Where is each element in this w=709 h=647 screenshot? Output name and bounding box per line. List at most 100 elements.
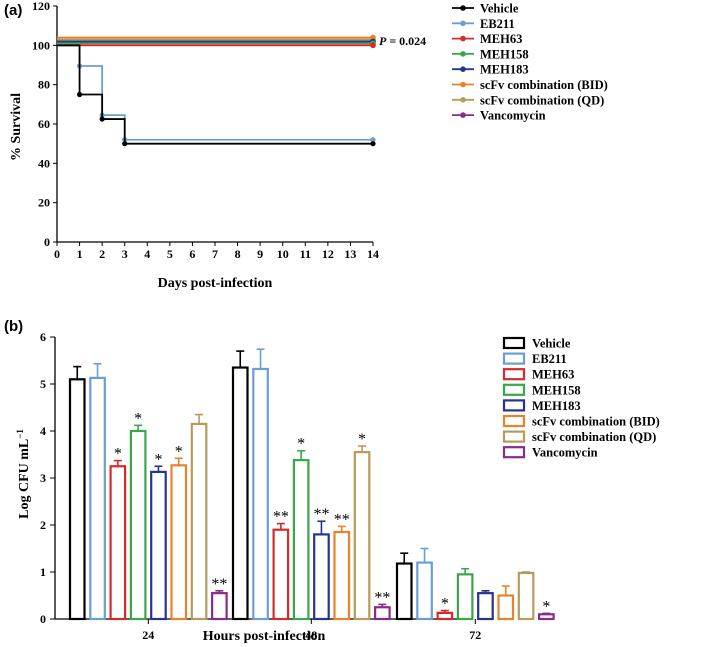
survival-y-ticks: 0 20 40 60 80 100 120 <box>32 0 57 249</box>
cfu-legend-label-eb211: EB211 <box>532 352 567 366</box>
cfu-bar-scfv-combination-bid-72 <box>497 594 515 621</box>
survival-legend-label-vancomycin: Vancomycin <box>480 109 546 123</box>
survival-x-tick-label: 13 <box>344 247 356 261</box>
cfu-y-axis-title: Log CFU mL−1 <box>15 429 32 519</box>
survival-legend-marker-eb211 <box>460 20 466 27</box>
cfu-bars: ****************** <box>68 348 555 621</box>
cfu-legend-swatch-scfv-combination-qd <box>502 430 526 443</box>
survival-legend-marker-meh158 <box>460 51 466 57</box>
survival-legend-marker-meh63 <box>460 35 466 42</box>
cfu-bar-meh158-48 <box>292 459 310 621</box>
cfu-legend-label-scfv-combination-bid: scFv combination (BID) <box>532 415 660 429</box>
survival-x-tick-label: 9 <box>257 247 263 261</box>
survival-line-vehicle <box>57 44 373 145</box>
survival-y-tick-label: 20 <box>38 196 50 210</box>
survival-x-axis-title: Days post-infection <box>158 276 273 291</box>
survival-x-tick-label: 12 <box>322 247 334 261</box>
survival-x-tick-label: 8 <box>235 247 241 261</box>
survival-series <box>57 34 376 147</box>
survival-legend-label-meh183: MEH183 <box>480 63 529 77</box>
cfu-y-tick-label: 1 <box>40 565 46 579</box>
survival-legend-marker-scfv-combination-bid <box>460 81 466 88</box>
cfu-bar-scfv-combination-bid-24 <box>170 464 188 621</box>
cfu-legend-swatch-meh183 <box>502 399 526 412</box>
survival-x-tick-label: 1 <box>77 247 83 261</box>
cfu-bar-vancomycin-72 <box>537 613 555 621</box>
survival-x-ticks: 0 1 2 3 4 5 6 7 8 9 10 11 12 13 14 <box>54 242 379 261</box>
cfu-bar-meh63-48 <box>272 528 290 621</box>
cfu-bar-meh158-24 <box>129 429 147 621</box>
survival-x-tick-label: 6 <box>189 247 195 261</box>
cfu-x-tick-label: 24 <box>142 628 154 642</box>
significance-mark: * <box>358 431 366 448</box>
survival-x-tick-label: 10 <box>277 247 289 261</box>
significance-mark: ** <box>313 506 329 523</box>
cfu-legend-label-meh63: MEH63 <box>532 368 574 382</box>
cfu-y-tick-label: 2 <box>40 518 46 532</box>
cfu-bar-scfv-combination-qd-24 <box>190 422 208 621</box>
cfu-bar-meh183-72 <box>477 592 494 621</box>
cfu-bar-vancomycin-48 <box>374 606 391 621</box>
cfu-legend-swatch-meh63 <box>502 368 526 381</box>
cfu-bar-eb211-24 <box>89 376 106 621</box>
survival-x-tick-label: 3 <box>122 247 128 261</box>
cfu-legend-label-vehicle: Vehicle <box>532 337 571 351</box>
cfu-legend-swatch-scfv-combination-bid <box>502 414 526 428</box>
survival-y-tick-label: 100 <box>32 38 50 52</box>
cfu-legend-swatch-vehicle <box>502 336 526 350</box>
survival-point-eb211 <box>370 137 376 143</box>
survival-y-tick-label: 60 <box>38 117 50 131</box>
survival-y-tick-label: 0 <box>44 235 50 249</box>
p-value-text: = 0.024 <box>386 34 426 48</box>
significance-mark: * <box>154 451 162 468</box>
survival-x-tick-label: 5 <box>167 247 173 261</box>
panel-b-label: (b) <box>4 318 23 335</box>
survival-point-meh63 <box>370 42 376 49</box>
cfu-legend-label-scfv-combination-qd: scFv combination (QD) <box>532 430 656 444</box>
survival-x-tick-label: 0 <box>54 247 60 261</box>
cfu-y-ticks: 0 1 2 3 4 5 6 <box>40 330 55 626</box>
survival-legend-label-eb211: EB211 <box>480 17 515 31</box>
significance-mark: * <box>175 443 183 460</box>
cfu-y-tick-label: 5 <box>40 377 46 391</box>
cfu-x-axis-title: Hours post-infection <box>203 629 326 644</box>
significance-mark: * <box>441 596 449 613</box>
cfu-legend-swatch-vancomycin <box>502 446 526 459</box>
survival-x-tick-label: 4 <box>144 247 150 261</box>
cfu-bar-meh183-24 <box>150 470 167 621</box>
cfu-bar-meh183-48 <box>313 533 330 621</box>
survival-legend-label-scfv-combination-bid: scFv combination (BID) <box>480 78 608 92</box>
survival-point-vehicle <box>122 141 128 147</box>
p-value-annotation: P = 0.024 <box>379 34 426 48</box>
cfu-legend-swatch-meh158 <box>502 383 526 396</box>
survival-legend-label-scfv-combination-qd: scFv combination (QD) <box>480 93 604 107</box>
cfu-bar-scfv-combination-bid-48 <box>333 530 351 621</box>
cfu-bar-eb211-72 <box>416 561 433 621</box>
cfu-y-tick-label: 0 <box>40 612 46 626</box>
significance-mark: ** <box>374 589 390 606</box>
survival-y-tick-label: 40 <box>38 156 50 170</box>
cfu-legend-swatch-eb211 <box>502 352 526 365</box>
survival-y-axis-title: % Survival <box>9 93 24 161</box>
significance-mark: * <box>297 436 305 453</box>
cfu-y-axis-title-main: Log CFU mL <box>17 439 32 519</box>
survival-x-tick-label: 2 <box>99 247 105 261</box>
survival-x-tick-label: 14 <box>367 247 379 261</box>
cfu-legend-label-vancomycin: Vancomycin <box>532 446 598 460</box>
significance-mark: ** <box>334 511 350 528</box>
survival-point-vehicle <box>76 91 83 98</box>
significance-mark: * <box>542 598 550 615</box>
survival-y-tick-label: 120 <box>32 0 50 13</box>
survival-legend-marker-scfv-combination-qd <box>460 97 466 103</box>
survival-y-tick-label: 80 <box>38 78 50 92</box>
cfu-y-tick-label: 6 <box>40 330 46 344</box>
cfu-bar-meh63-72 <box>436 611 454 621</box>
cfu-bar-meh63-24 <box>109 465 127 621</box>
cfu-legend-label-meh158: MEH158 <box>532 383 581 397</box>
cfu-bar-eb211-48 <box>252 367 269 621</box>
cfu-legend-label-meh183: MEH183 <box>532 399 581 413</box>
significance-mark: ** <box>273 509 289 526</box>
